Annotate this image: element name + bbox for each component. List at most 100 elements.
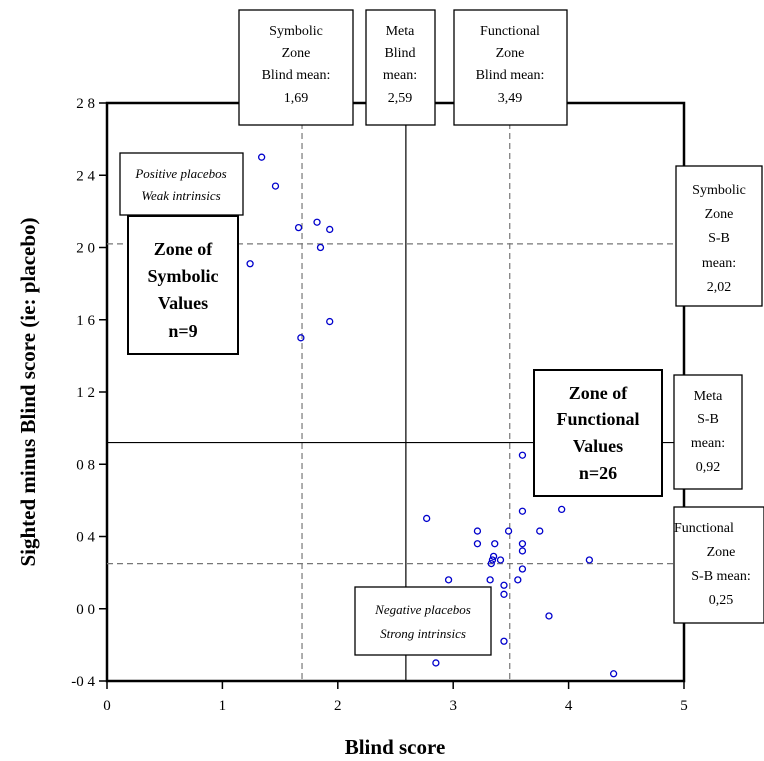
reference-lines: [107, 103, 684, 681]
x-tick-label: 4: [565, 698, 573, 714]
data-point: [558, 505, 566, 514]
data-points: [246, 153, 618, 678]
data-point: [423, 514, 431, 523]
annotation-line: Weak intrinsics: [141, 188, 220, 203]
x-tick-label: 0: [103, 698, 111, 714]
annotation-line: Blind: [384, 46, 415, 61]
x-axis: 0 1 2 3 4 5: [103, 681, 688, 714]
data-point: [609, 670, 618, 678]
annotation-line: 2,02: [707, 280, 732, 295]
annotation-line: 2,59: [388, 91, 413, 106]
annotation-line: mean:: [702, 256, 736, 271]
annotation-line: Functional: [480, 24, 540, 39]
annotation-zone-functional: Zone of Functional Values n=26: [533, 369, 663, 497]
annotation-line: Zone: [707, 545, 736, 560]
annotation-line: Values: [158, 293, 208, 313]
annotation-line: Meta: [694, 389, 724, 404]
data-point: [518, 540, 527, 548]
annotation-line: Zone of: [154, 239, 214, 259]
x-tick-label: 1: [219, 698, 227, 714]
annotation-line: Meta: [386, 24, 416, 39]
annotation-line: S-B: [697, 412, 719, 427]
annotation-positive-placebos: Positive placebos Weak intrinsics: [119, 152, 244, 216]
data-point: [326, 225, 334, 234]
annotation-line: mean:: [691, 436, 725, 451]
annotation-line: Values: [573, 436, 623, 456]
y-tick-label: 2 8: [76, 96, 95, 112]
data-point: [297, 334, 305, 342]
annotation-top-symbolic: Symbolic Zone Blind mean: 1,69: [238, 9, 354, 126]
data-point: [518, 565, 527, 573]
y-tick-label: -0 4: [71, 674, 95, 690]
y-tick-label: 2 0: [76, 241, 95, 257]
annotation-line: Symbolic: [269, 24, 323, 39]
annotation-line: Zone: [496, 46, 525, 61]
data-point: [257, 153, 266, 161]
annotation-line: 3,49: [498, 91, 523, 106]
annotation-line: Positive placebos: [134, 166, 226, 181]
y-tick-label: 1 2: [76, 385, 95, 401]
annotation-line: S-B mean:: [691, 569, 751, 584]
data-point: [488, 556, 497, 564]
annotation-line: Functional: [556, 409, 639, 429]
annotation-line: mean:: [383, 68, 417, 83]
data-point: [491, 540, 499, 548]
data-point: [473, 540, 482, 548]
data-point: [473, 527, 482, 535]
x-tick-label: 3: [449, 698, 457, 714]
x-tick-label: 2: [334, 698, 342, 714]
annotation-line: Symbolic: [692, 183, 746, 198]
data-point: [518, 507, 527, 515]
data-point: [545, 612, 553, 620]
y-tick-label: 0 8: [76, 457, 95, 473]
data-point: [514, 576, 522, 584]
annotation-line: Zone: [705, 207, 734, 222]
data-point: [500, 637, 508, 645]
y-tick-label: 0 4: [76, 530, 95, 546]
data-point: [504, 527, 513, 535]
data-point: [271, 182, 280, 190]
annotation-right-functional: Functional Zone S-B mean: 0,25: [673, 506, 764, 624]
y-tick-label: 0 0: [76, 602, 95, 618]
annotation-top-functional: Functional Zone Blind mean: 3,49: [453, 9, 568, 126]
x-axis-title: Blind score: [345, 735, 446, 759]
data-point: [313, 218, 321, 226]
annotation-right-meta: Meta S-B mean: 0,92: [673, 374, 743, 490]
annotation-line: Strong intrinsics: [380, 626, 466, 641]
annotation-zone-symbolic: Zone of Symbolic Values n=9: [127, 215, 239, 355]
annotation-line: Symbolic: [147, 266, 218, 286]
annotation-line: 0,25: [709, 593, 734, 608]
annotation-line: n=26: [579, 463, 617, 483]
data-point: [585, 556, 594, 564]
annotation-line: Zone: [282, 46, 311, 61]
x-tick-label: 5: [680, 698, 688, 714]
y-axis: -0 4 0 0 0 4 0 8 1 2 1 6 2 0 2 4 2 8: [71, 96, 107, 690]
data-point: [500, 590, 508, 598]
data-point: [536, 527, 544, 535]
data-point: [518, 451, 527, 459]
data-point: [486, 576, 494, 584]
annotation-line: S-B: [708, 231, 730, 246]
annotation-line: Blind mean:: [476, 68, 545, 83]
annotation-line: Negative placebos: [374, 602, 471, 617]
annotation-top-meta: Meta Blind mean: 2,59: [365, 9, 436, 126]
annotation-line: Zone of: [569, 383, 629, 403]
data-point: [487, 559, 495, 568]
annotation-line: 1,69: [284, 91, 309, 106]
annotation-line: Blind mean:: [262, 68, 331, 83]
annotation-line: 0,92: [696, 460, 721, 475]
data-point: [432, 659, 440, 667]
y-tick-label: 2 4: [76, 168, 95, 184]
data-point: [294, 223, 303, 232]
annotation-negative-placebos: Negative placebos Strong intrinsics: [354, 586, 492, 656]
data-point: [496, 556, 505, 564]
annotation-line: n=9: [168, 321, 197, 341]
y-axis-title: Sighted minus Blind score (ie: placebo): [16, 217, 40, 566]
y-tick-label: 1 6: [76, 313, 95, 329]
data-point: [518, 547, 527, 555]
annotation-right-symbolic: Symbolic Zone S-B mean: 2,02: [675, 165, 763, 307]
data-point: [489, 552, 498, 561]
data-point: [326, 317, 334, 326]
annotation-line: Functional: [674, 521, 734, 536]
